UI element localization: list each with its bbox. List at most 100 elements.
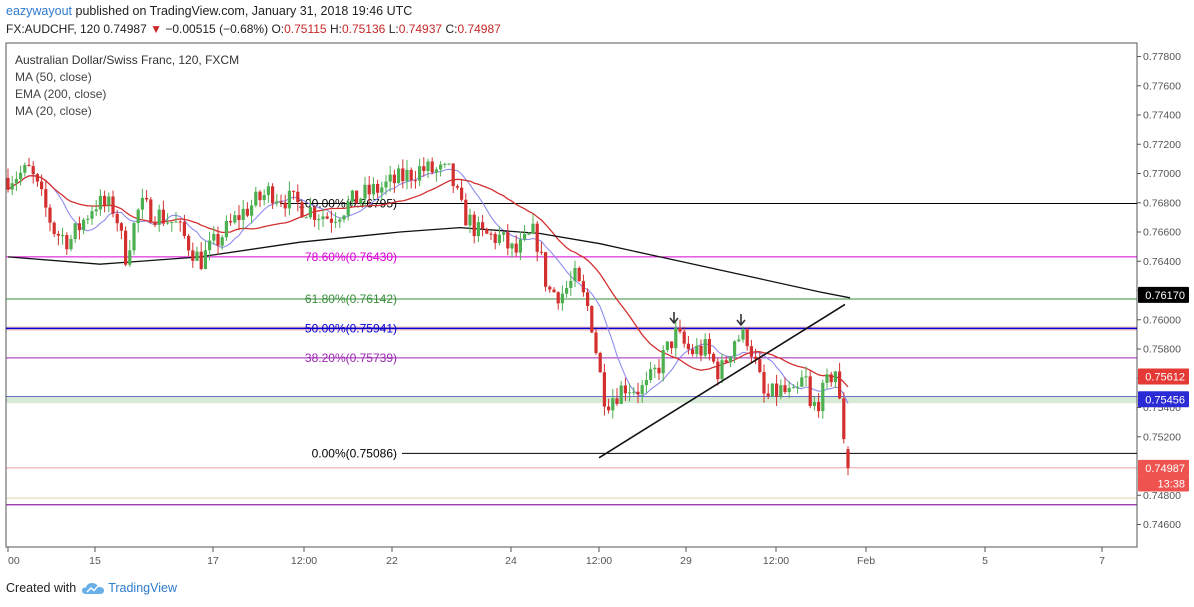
candle-body — [623, 385, 627, 394]
ema200-line — [7, 226, 851, 299]
x-tick-label: 7 — [1099, 555, 1105, 567]
candle-body — [670, 341, 674, 349]
candle-body — [749, 346, 753, 357]
candle-body — [119, 223, 123, 231]
candle-body — [304, 217, 308, 219]
candle-body — [61, 235, 65, 237]
x-tick-label: 15 — [89, 555, 101, 567]
candle-body — [523, 233, 527, 240]
candle-body — [838, 371, 842, 399]
y-tick-label: 0.76000 — [1143, 314, 1181, 326]
candle-body — [762, 372, 766, 394]
candle-body — [812, 402, 816, 406]
legend-ema200[interactable]: EMA (200, close) — [15, 87, 107, 101]
candle-body — [724, 360, 728, 363]
candle-body — [661, 349, 665, 374]
candle-body — [187, 235, 191, 251]
candle-body — [443, 163, 447, 165]
tradingview-brand: TradingView — [108, 581, 177, 595]
candle-body — [82, 219, 86, 231]
candle-body — [808, 376, 812, 406]
candle-body — [317, 219, 321, 221]
candle-body — [216, 233, 220, 246]
candle-body — [712, 353, 716, 362]
candle-body — [371, 183, 375, 195]
candle-body — [602, 372, 606, 407]
y-tick-label: 0.74800 — [1143, 490, 1181, 502]
candle-body — [766, 393, 770, 397]
candle-body — [716, 361, 720, 380]
x-tick-label: 17 — [207, 555, 219, 567]
candle-body — [451, 163, 455, 187]
candle-body — [741, 329, 745, 340]
candle-body — [149, 199, 153, 223]
candle-body — [632, 391, 636, 393]
support-zone — [6, 396, 1137, 404]
legend-ma50[interactable]: MA (50, close) — [15, 70, 92, 84]
candle-body — [779, 385, 783, 397]
candle-body — [552, 289, 556, 293]
candle-body — [136, 209, 140, 224]
candle-body — [300, 202, 304, 218]
candle-body — [405, 169, 409, 182]
down-arrow-icon — [669, 312, 679, 325]
x-tick-label: 22 — [386, 555, 398, 567]
candle-body — [233, 215, 237, 223]
candle-body — [686, 343, 690, 350]
price-label-bg — [1138, 475, 1189, 492]
candle-body — [23, 164, 27, 173]
price-label: 0.76170 — [1145, 290, 1185, 302]
candle-body — [132, 223, 136, 251]
candle-body — [338, 219, 342, 222]
price-label: 0.74987 — [1145, 463, 1185, 475]
candle-body — [367, 184, 371, 195]
fib-label: 38.20%(0.75739) — [305, 351, 397, 365]
candle-body — [325, 216, 329, 219]
footer: Created with TradingView — [6, 581, 177, 595]
candle-body — [208, 240, 212, 251]
candle-body — [31, 166, 35, 175]
created-with-text: Created with — [6, 581, 77, 595]
candle-body — [350, 190, 354, 202]
candle-body — [107, 196, 111, 206]
y-tick-label: 0.75800 — [1143, 344, 1181, 356]
candle-body — [577, 267, 581, 282]
candle-body — [140, 197, 144, 210]
candle-body — [170, 221, 174, 223]
candle-body — [363, 184, 367, 199]
candle-body — [497, 234, 501, 243]
price-label: 13:38 — [1157, 479, 1185, 491]
candle-body — [518, 239, 522, 253]
ma50-line — [7, 175, 849, 388]
candle-body — [308, 207, 312, 218]
candle-body — [745, 329, 749, 347]
candle-body — [817, 402, 821, 412]
legend-ma20[interactable]: MA (20, close) — [15, 104, 92, 118]
candle-body — [678, 328, 682, 332]
candle-body — [514, 243, 518, 253]
candle-body — [699, 345, 703, 356]
candle-body — [422, 166, 426, 172]
symbol-label: FX:AUDCHF, 120 — [6, 22, 101, 36]
candle-body — [266, 186, 270, 196]
candle-body — [14, 179, 18, 184]
candle-body — [182, 221, 186, 236]
plot-frame — [5, 42, 1138, 548]
candle-body — [388, 174, 392, 182]
drawings-layer — [598, 303, 846, 459]
y-tick-label: 0.77800 — [1143, 51, 1181, 63]
candle-body — [758, 359, 762, 373]
candle-body — [560, 293, 564, 304]
y-tick-label: 0.77600 — [1143, 80, 1181, 92]
candle-body — [380, 187, 384, 193]
candle-body — [145, 197, 149, 200]
candle-body — [191, 250, 195, 261]
candle-body — [384, 181, 388, 188]
tradingview-link[interactable]: TradingView — [82, 581, 177, 595]
candle-body — [825, 374, 829, 383]
zones-layer — [6, 326, 1137, 506]
candle-body — [787, 388, 791, 393]
candle-body — [506, 232, 510, 249]
author-link[interactable]: eazywayout — [6, 4, 73, 18]
